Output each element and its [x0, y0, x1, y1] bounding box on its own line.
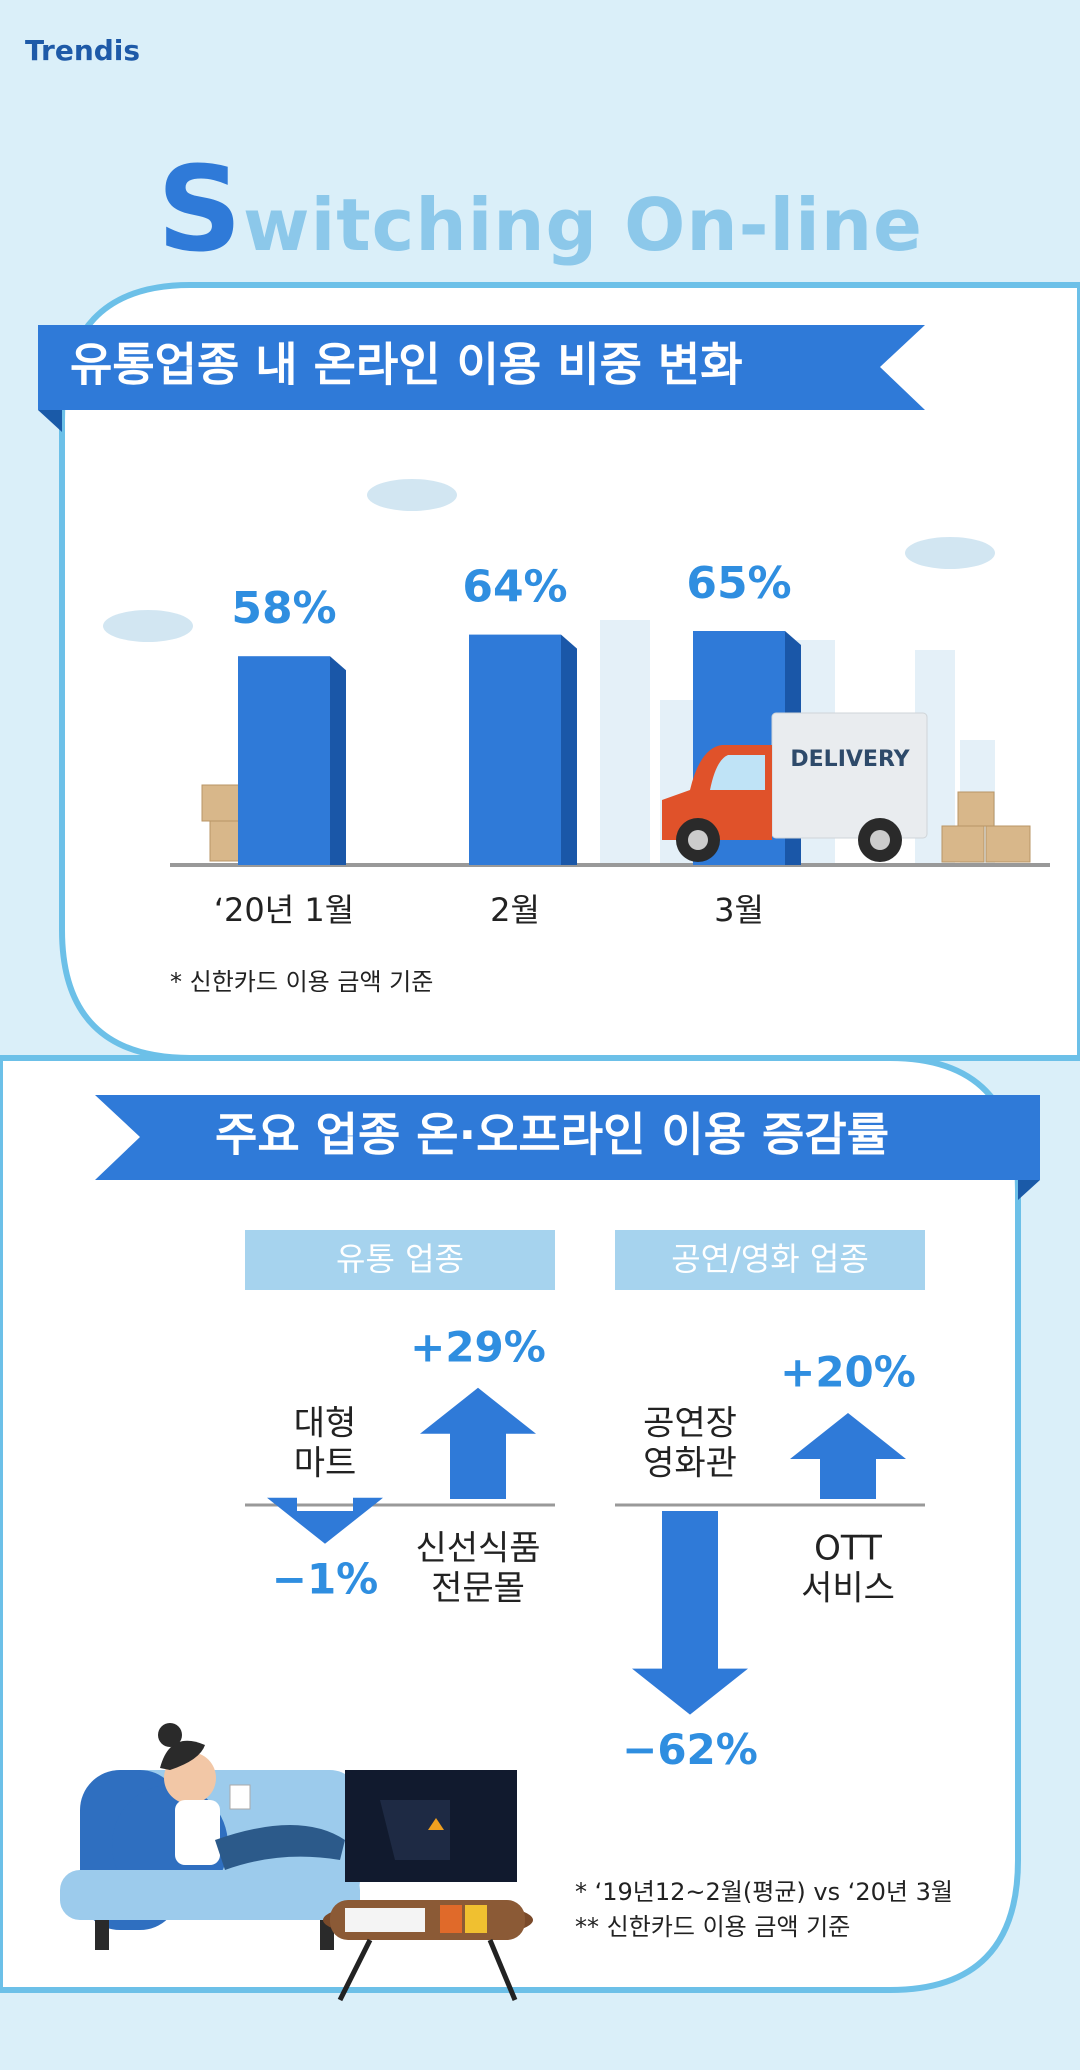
- group-name: 유통 업종: [336, 1240, 464, 1278]
- value-label: −1%: [272, 1554, 379, 1603]
- category-label: 대형: [294, 1404, 357, 1444]
- banner-fold: [1018, 1180, 1040, 1200]
- headline: Switching On-line: [157, 140, 923, 278]
- x-tick-label: 3월: [714, 891, 764, 929]
- note: ** 신한카드 이용 금액 기준: [575, 1913, 850, 1941]
- note: * 신한카드 이용 금액 기준: [170, 968, 433, 996]
- banner-top: [38, 325, 925, 410]
- truck: DELIVERY: [662, 712, 928, 862]
- group-header: [615, 1230, 925, 1290]
- truck-label: DELIVERY: [790, 747, 910, 772]
- value-label: 58%: [231, 583, 336, 634]
- illustration: [60, 1723, 533, 2002]
- brand-logo: Trendis: [25, 34, 140, 67]
- truck-hub: [688, 830, 708, 850]
- bar-side: [330, 656, 346, 865]
- section-title: 주요 업종 온·오프라인 이용 증감률: [215, 1108, 889, 1162]
- panel-bottom: [0, 1055, 1021, 1993]
- truck-hub: [870, 830, 890, 850]
- value-label: 64%: [462, 562, 567, 613]
- bar: [238, 656, 330, 865]
- banner-fold: [38, 410, 62, 432]
- note: * ‘19년12~2월(평균) vs ‘20년 3월: [575, 1878, 953, 1906]
- value-label: 65%: [686, 558, 791, 609]
- truck-cargo: [771, 712, 928, 839]
- boxes: [201, 784, 1031, 863]
- category-label: 영화관: [643, 1444, 737, 1484]
- x-tick-label: 2월: [490, 891, 540, 929]
- bar: [469, 634, 561, 865]
- category-label: 신선식품: [415, 1529, 540, 1569]
- x-tick-label: ‘20년 1월: [214, 891, 354, 929]
- value-label: +20%: [780, 1348, 916, 1397]
- arrow: [420, 1387, 536, 1499]
- group-header: [245, 1230, 555, 1290]
- arrow: [267, 1497, 383, 1544]
- category-label: 전문몰: [431, 1569, 525, 1609]
- category-label: OTT: [814, 1529, 882, 1569]
- category-label: 마트: [294, 1444, 357, 1484]
- banner-bottom: [95, 1095, 1040, 1180]
- clouds: [103, 479, 995, 642]
- value-label: −62%: [622, 1725, 758, 1774]
- category-label: 서비스: [801, 1569, 895, 1609]
- category-label: 공연장: [643, 1404, 737, 1444]
- arrow: [790, 1413, 906, 1499]
- value-label: +29%: [410, 1322, 546, 1371]
- arrow: [632, 1511, 748, 1715]
- bar-side: [561, 634, 577, 865]
- group-name: 공연/영화 업종: [671, 1240, 869, 1278]
- truck-window: [710, 755, 765, 790]
- section-title: 유통업종 내 온라인 이용 비중 변화: [70, 338, 743, 392]
